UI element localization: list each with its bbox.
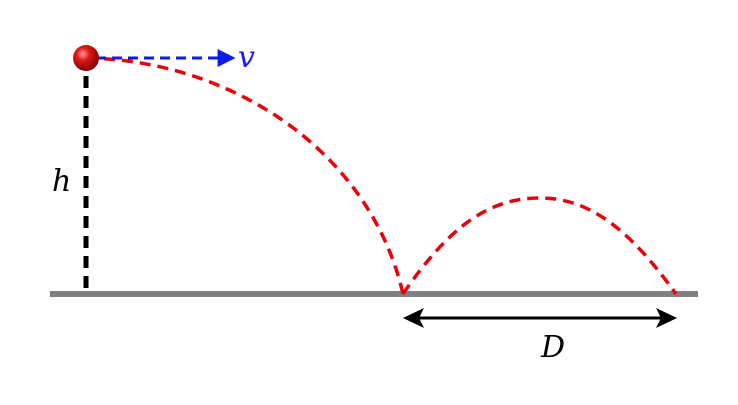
velocity-label: v <box>238 40 255 75</box>
distance-arrow <box>403 308 677 328</box>
trajectory-fall-arc <box>85 56 405 295</box>
distance-arrow-left-head <box>403 308 424 328</box>
trajectory-bounce-arc <box>401 196 678 296</box>
distance-label: D <box>540 330 565 365</box>
height-label: h <box>52 164 71 199</box>
ball <box>73 45 99 71</box>
distance-arrow-right-head <box>656 308 677 328</box>
